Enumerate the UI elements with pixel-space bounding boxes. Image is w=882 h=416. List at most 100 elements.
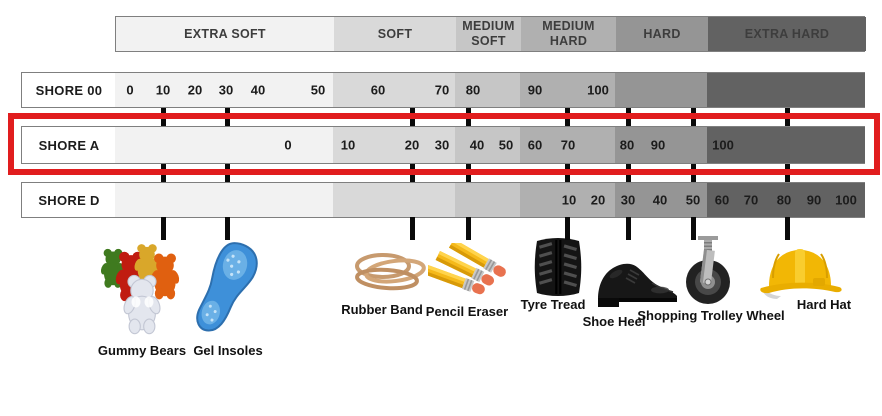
item-label: Pencil Eraser [425,304,509,319]
row-zone-band [455,183,520,217]
scale-value: 20 [187,82,203,98]
tick-mark [625,217,631,240]
scale-value: 90 [527,82,543,98]
scale-value: 30 [218,82,234,98]
scale-value: 80 [465,82,481,98]
row-zone-band [333,183,455,217]
tick-mark [784,217,790,240]
tick-mark [625,108,631,126]
header-zone-soft: SOFT [334,17,456,51]
hard-hat-icon [760,249,842,299]
scale-value: 70 [560,137,576,153]
item-label: Gel Insoles [193,343,263,358]
gel-insole-icon [196,242,258,332]
item-label: Shopping Trolley Wheel [637,308,785,323]
scale-value: 70 [743,192,759,208]
scale-value: 70 [434,82,450,98]
row-zone-band [455,127,520,163]
scale-name: SHORE D [38,192,100,208]
item-label: Rubber Band [341,302,423,317]
tick-mark [409,108,415,126]
row-zone-band [615,127,707,163]
scale-value: 60 [527,137,543,153]
tick-mark [465,217,471,240]
scale-name: SHORE 00 [35,82,103,98]
gummy-bears-icon [99,244,181,335]
row-zone-band [333,127,455,163]
scale-value: 0 [126,82,134,98]
scale-value: 60 [370,82,386,98]
row-zone-band [707,127,865,163]
tick-mark [160,217,166,240]
scale-value: 0 [284,137,292,153]
tick-mark [690,217,696,240]
scale-value: 40 [469,137,485,153]
tick-mark [224,164,230,182]
header-zone-medium-soft: MEDIUM SOFT [456,17,521,51]
tick-mark [690,164,696,182]
scale-value: 40 [652,192,668,208]
scale-value: 50 [498,137,514,153]
scale-value: 90 [806,192,822,208]
header-zone-medium-hard: MEDIUM HARD [521,17,616,51]
scale-name: SHORE A [38,137,100,153]
row-zone-band [707,73,865,107]
row-zone-band [115,73,333,107]
header-zone-extra-soft: EXTRA SOFT [116,17,334,51]
scale-row-shore-a: SHORE A 0 10 20 30 40 50 60 70 80 90 100 [21,126,865,164]
scale-value: 50 [685,192,701,208]
scale-value: 80 [776,192,792,208]
header-zone-extra-hard: EXTRA HARD [708,17,866,51]
scale-value: 80 [619,137,635,153]
scale-value: 50 [310,82,326,98]
tick-mark [564,217,570,240]
hardness-category-header: EXTRA SOFT SOFT MEDIUM SOFT MEDIUM HARD HARD… [115,16,866,52]
item-label: Shoe Heel [582,314,646,329]
scale-row-shore-d: SHORE D 10 20 30 40 50 60 70 80 90 100 [21,182,865,218]
tick-mark [465,108,471,126]
scale-value: 60 [714,192,730,208]
rubber-band-icon [355,253,426,291]
scale-value: 100 [587,82,609,98]
row-zone-band [707,183,865,217]
row-zone-band [520,127,615,163]
row-zone-band [615,183,707,217]
tick-mark [224,217,230,240]
scale-value: 10 [155,82,171,98]
tick-mark [409,217,415,240]
tick-mark [160,164,166,182]
row-zone-band [520,183,615,217]
scale-value: 20 [590,192,606,208]
tick-mark [625,164,631,182]
scale-value: 100 [712,137,734,153]
scale-value: 10 [340,137,356,153]
trolley-wheel-icon [686,236,730,304]
tick-mark [224,108,230,126]
row-zone-band [520,73,615,107]
item-label: Gummy Bears [97,343,187,358]
item-label: Hard Hat [796,297,852,312]
tick-mark [784,108,790,126]
scale-value: 30 [434,137,450,153]
scale-value: 10 [561,192,577,208]
tick-mark [409,164,415,182]
tyre-tread-icon [534,238,582,296]
tick-mark [564,108,570,126]
tick-mark [564,164,570,182]
row-zone-band [455,73,520,107]
scale-value: 90 [650,137,666,153]
row-zone-band [115,183,333,217]
pencil-eraser-icon [428,243,506,295]
scale-row-shore-00: SHORE 00 0 10 20 30 40 50 60 70 80 90 100 [21,72,865,108]
scale-value: 20 [404,137,420,153]
tick-mark [784,164,790,182]
shoe-heel-icon [598,263,677,307]
scale-value: 100 [835,192,857,208]
header-zone-hard: HARD [616,17,708,51]
tick-mark [160,108,166,126]
scale-value: 30 [620,192,636,208]
scale-value: 40 [250,82,266,98]
tick-mark [690,108,696,126]
row-zone-band [615,73,707,107]
